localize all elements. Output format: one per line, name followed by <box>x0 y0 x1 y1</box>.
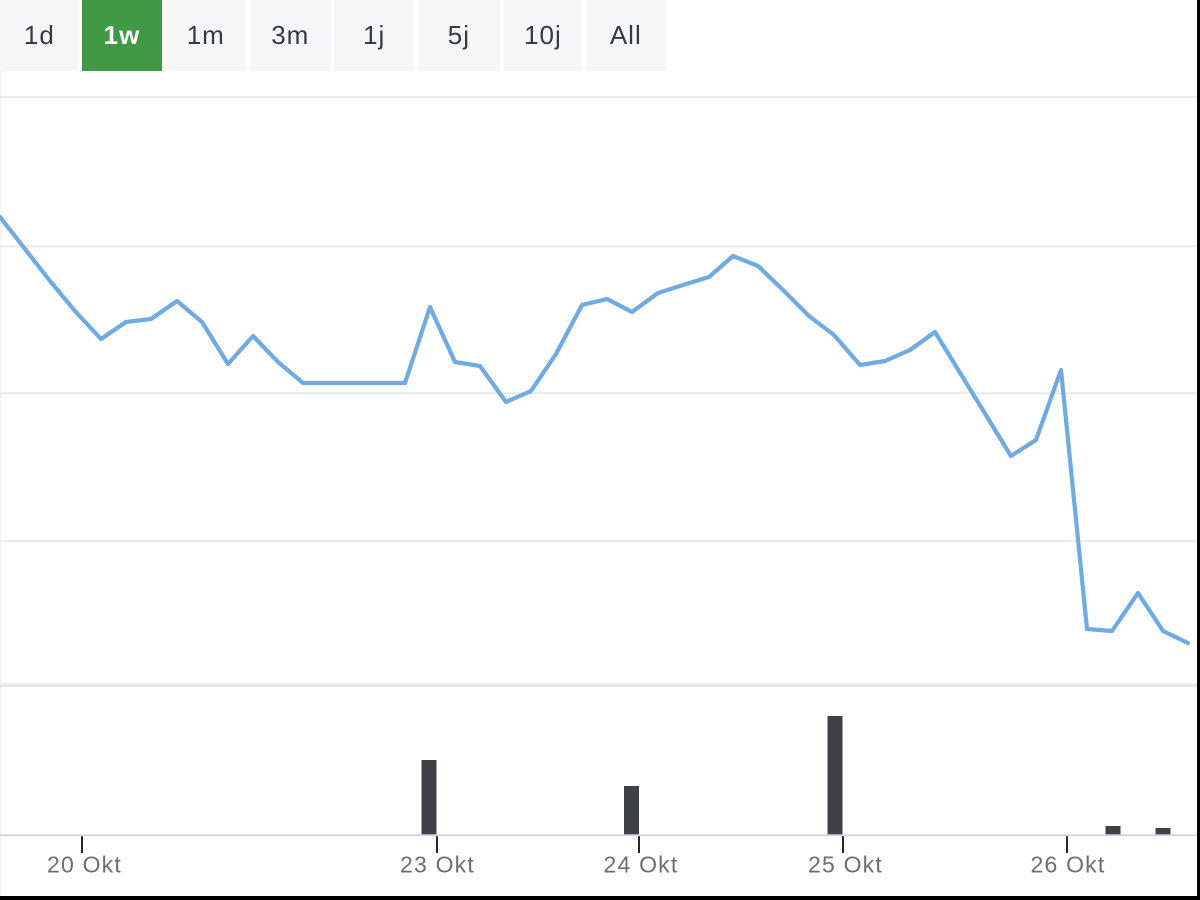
svg-text:23 Okt: 23 Okt <box>400 852 475 878</box>
svg-text:25 Okt: 25 Okt <box>808 852 883 878</box>
svg-text:20 Okt: 20 Okt <box>47 852 122 878</box>
svg-text:26 Okt: 26 Okt <box>1031 852 1106 878</box>
svg-text:24 Okt: 24 Okt <box>604 852 679 878</box>
